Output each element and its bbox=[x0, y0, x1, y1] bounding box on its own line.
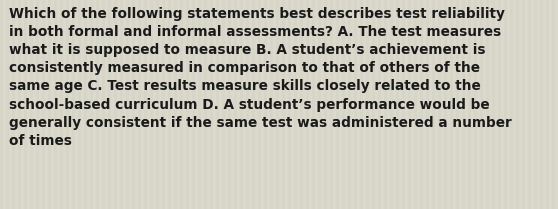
Bar bbox=[342, 0, 345, 209]
Bar bbox=[330, 0, 333, 209]
Bar bbox=[462, 0, 465, 209]
Bar bbox=[444, 0, 447, 209]
Bar bbox=[318, 0, 321, 209]
Bar bbox=[306, 0, 309, 209]
Bar bbox=[276, 0, 279, 209]
Bar bbox=[150, 0, 153, 209]
Bar bbox=[408, 0, 411, 209]
Bar bbox=[234, 0, 237, 209]
Bar bbox=[480, 0, 483, 209]
Bar bbox=[192, 0, 195, 209]
Bar bbox=[6, 0, 9, 209]
Bar bbox=[204, 0, 207, 209]
Bar bbox=[264, 0, 267, 209]
Bar bbox=[174, 0, 177, 209]
Bar bbox=[414, 0, 417, 209]
Bar bbox=[336, 0, 339, 209]
Bar bbox=[12, 0, 15, 209]
Bar bbox=[156, 0, 159, 209]
Bar bbox=[438, 0, 441, 209]
Bar bbox=[42, 0, 45, 209]
Bar bbox=[162, 0, 165, 209]
Bar bbox=[186, 0, 189, 209]
Bar bbox=[102, 0, 105, 209]
Bar bbox=[522, 0, 525, 209]
Bar bbox=[36, 0, 39, 209]
Bar bbox=[282, 0, 285, 209]
Bar bbox=[300, 0, 303, 209]
Bar bbox=[108, 0, 111, 209]
Bar bbox=[132, 0, 135, 209]
Bar bbox=[312, 0, 315, 209]
Bar bbox=[450, 0, 453, 209]
Bar bbox=[144, 0, 147, 209]
Bar bbox=[168, 0, 171, 209]
Bar bbox=[222, 0, 225, 209]
Bar bbox=[84, 0, 87, 209]
Bar bbox=[498, 0, 501, 209]
Bar bbox=[120, 0, 123, 209]
Bar bbox=[90, 0, 93, 209]
Bar bbox=[390, 0, 393, 209]
Bar bbox=[288, 0, 291, 209]
Bar bbox=[366, 0, 369, 209]
Bar bbox=[354, 0, 357, 209]
Text: Which of the following statements best describes test reliability
in both formal: Which of the following statements best d… bbox=[9, 7, 512, 148]
Bar bbox=[504, 0, 507, 209]
Bar bbox=[258, 0, 261, 209]
Bar bbox=[126, 0, 129, 209]
Bar bbox=[402, 0, 405, 209]
Bar bbox=[360, 0, 363, 209]
Bar bbox=[540, 0, 543, 209]
Bar bbox=[294, 0, 297, 209]
Bar bbox=[534, 0, 537, 209]
Bar bbox=[246, 0, 249, 209]
Bar bbox=[468, 0, 471, 209]
Bar bbox=[474, 0, 477, 209]
Bar bbox=[528, 0, 531, 209]
Bar bbox=[54, 0, 57, 209]
Bar bbox=[510, 0, 513, 209]
Bar bbox=[270, 0, 273, 209]
Bar bbox=[78, 0, 81, 209]
Bar bbox=[240, 0, 243, 209]
Bar bbox=[48, 0, 51, 209]
Bar bbox=[486, 0, 489, 209]
Bar bbox=[180, 0, 183, 209]
Bar bbox=[66, 0, 69, 209]
Bar bbox=[138, 0, 141, 209]
Bar bbox=[228, 0, 231, 209]
Bar bbox=[552, 0, 555, 209]
Bar bbox=[216, 0, 219, 209]
Bar bbox=[198, 0, 201, 209]
Bar bbox=[0, 0, 3, 209]
Bar bbox=[456, 0, 459, 209]
Bar bbox=[432, 0, 435, 209]
Bar bbox=[114, 0, 117, 209]
Bar bbox=[60, 0, 63, 209]
Bar bbox=[492, 0, 495, 209]
Bar bbox=[516, 0, 519, 209]
Bar bbox=[18, 0, 21, 209]
Bar bbox=[396, 0, 399, 209]
Bar bbox=[210, 0, 213, 209]
Bar bbox=[252, 0, 255, 209]
Bar bbox=[72, 0, 75, 209]
Bar bbox=[378, 0, 381, 209]
Bar bbox=[384, 0, 387, 209]
Bar bbox=[420, 0, 423, 209]
Bar bbox=[30, 0, 33, 209]
Bar bbox=[426, 0, 429, 209]
Bar bbox=[546, 0, 549, 209]
Bar bbox=[24, 0, 27, 209]
Bar bbox=[348, 0, 351, 209]
Bar bbox=[96, 0, 99, 209]
Bar bbox=[372, 0, 375, 209]
Bar bbox=[324, 0, 327, 209]
